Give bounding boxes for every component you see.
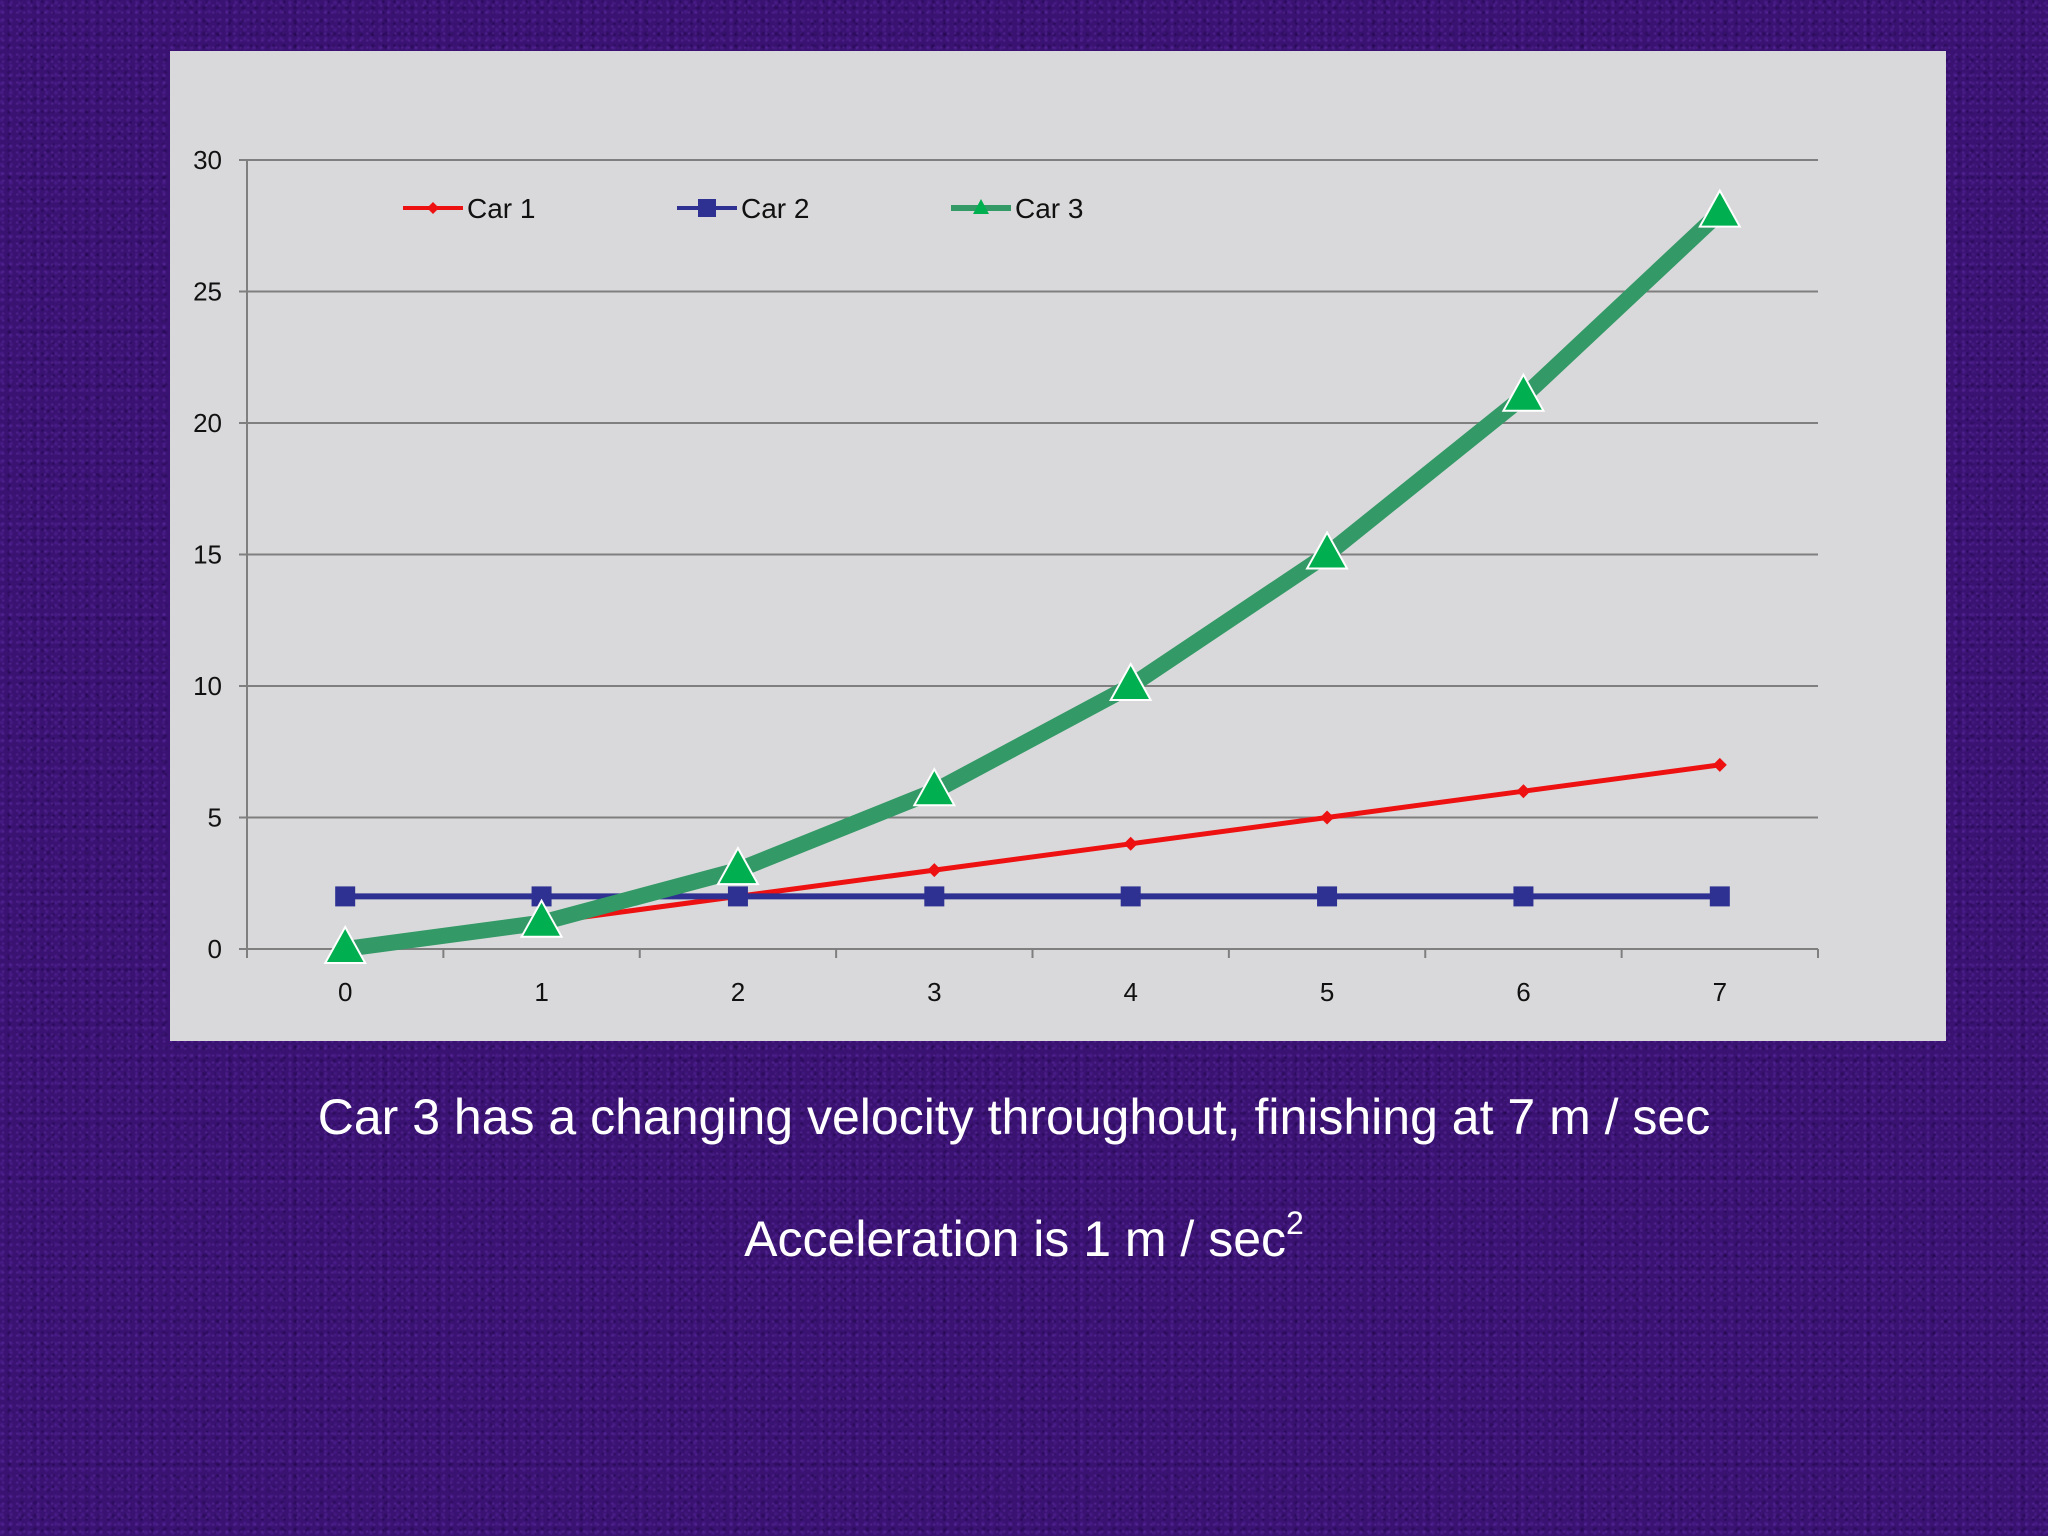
legend-label-2: Car 2 [741, 193, 809, 224]
x-tick-label-7: 7 [1713, 977, 1727, 1007]
data-point-series3-x7 [1698, 188, 1742, 228]
data-point-series1-x7 [1712, 757, 1727, 772]
data-point-series2-x6 [1513, 886, 1534, 907]
y-tick-label-15: 15 [193, 540, 222, 570]
y-tick-label-25: 25 [193, 277, 222, 307]
data-point-series1-x6 [1516, 784, 1531, 799]
data-point-series3-x0 [323, 924, 367, 964]
x-tick-label-2: 2 [731, 977, 745, 1007]
legend-label-1: Car 1 [467, 193, 535, 224]
data-point-series2-x1 [531, 886, 552, 907]
x-tick-label-6: 6 [1516, 977, 1530, 1007]
data-point-series1-x3 [927, 863, 942, 878]
data-point-series2-x0 [335, 886, 356, 907]
legend-item-1: Car 1 [403, 193, 535, 224]
x-tick-label-5: 5 [1320, 977, 1334, 1007]
caption-acceleration: Acceleration is 1 m / sec2 [0, 1207, 2048, 1268]
legend-item-3: Car 3 [951, 193, 1083, 224]
series-line-3 [337, 204, 1728, 957]
y-tick-label-10: 10 [193, 671, 222, 701]
legend-marker-2 [698, 199, 716, 217]
data-point-series3-x3 [912, 767, 957, 807]
series-car-3 [323, 188, 1742, 964]
data-point-series1-x5 [1320, 810, 1335, 825]
data-point-series1-x4 [1123, 836, 1138, 851]
y-tick-label-20: 20 [193, 408, 222, 438]
data-point-series2-x3 [924, 886, 945, 907]
legend-marker-3 [973, 199, 989, 214]
data-point-series2-x5 [1317, 886, 1338, 907]
chart-panel: 0 5 10 15 20 25 30 0 1 2 3 4 5 6 7 Car 1 Car 2 Car 3 [170, 51, 1946, 1041]
data-point-series2-x2 [727, 886, 748, 907]
series-car-2 [335, 886, 1730, 907]
y-tick-label-5: 5 [208, 803, 222, 833]
data-point-series2-x7 [1709, 886, 1730, 907]
data-point-series3-x6 [1501, 372, 1546, 412]
caption-acceleration-text: Acceleration is 1 m / sec [744, 1211, 1287, 1267]
line-chart: 0 5 10 15 20 25 30 0 1 2 3 4 5 6 7 Car 1 Car 2 Car 3 [193, 145, 1819, 1007]
x-tick-label-0: 0 [338, 977, 352, 1007]
caption-velocity: Car 3 has a changing velocity throughout… [317, 1089, 1711, 1145]
legend-item-2: Car 2 [677, 193, 809, 224]
y-tick-label-0: 0 [208, 934, 222, 964]
data-point-series3-x1 [519, 898, 564, 938]
x-tick-label-4: 4 [1123, 977, 1137, 1007]
legend-label-3: Car 3 [1015, 193, 1083, 224]
caption-acceleration-exponent: 2 [1286, 1205, 1304, 1241]
x-tick-label-3: 3 [927, 977, 941, 1007]
data-point-series3-x5 [1305, 530, 1349, 570]
y-tick-label-30: 30 [193, 145, 222, 175]
data-point-series3-x2 [716, 846, 760, 886]
legend-marker-1 [427, 202, 439, 214]
data-point-series3-x4 [1108, 661, 1153, 701]
data-point-series2-x4 [1120, 886, 1141, 907]
x-tick-label-1: 1 [534, 977, 548, 1007]
